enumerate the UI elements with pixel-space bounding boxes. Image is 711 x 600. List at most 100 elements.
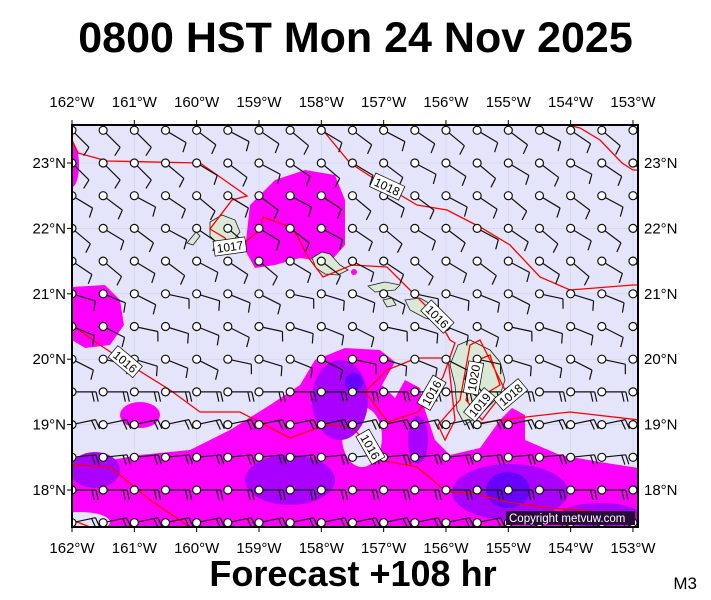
wind-barb: [566, 419, 599, 430]
wind-barb: [223, 354, 253, 375]
lon-tick-label: 156°W: [423, 94, 469, 111]
wind-barb: [410, 321, 439, 344]
wind-barb: [98, 485, 130, 500]
wind-barb: [410, 256, 434, 286]
wind-barb: [441, 125, 465, 155]
lon-tick-label: 157°W: [361, 540, 407, 557]
lon-tick-label: 160°W: [174, 94, 220, 111]
wind-barb: [597, 387, 629, 402]
wind-barb: [316, 452, 349, 465]
wind-barb: [503, 354, 532, 377]
wind-barb: [192, 354, 219, 380]
wind-barb: [347, 517, 381, 527]
wind-barb: [379, 223, 403, 253]
wind-barb: [534, 354, 563, 379]
wind-barb: [347, 223, 373, 252]
wind-barb: [410, 191, 435, 220]
wind-barb: [192, 191, 216, 221]
wind-barb: [223, 158, 248, 187]
wind-barb: [285, 354, 313, 379]
wind-barb: [316, 191, 342, 219]
wind-barb: [566, 452, 599, 465]
wind-barb: [410, 517, 444, 527]
wind-barb: [441, 387, 473, 402]
wind-barb: [534, 419, 568, 430]
wind-barb: [223, 321, 250, 348]
wind-barb: [254, 452, 287, 465]
wind-barb: [285, 485, 317, 500]
wind-barb: [441, 419, 475, 430]
wind-barb: [254, 125, 280, 154]
wind-barb: [160, 387, 193, 402]
wind-barb: [129, 387, 162, 402]
wind-barb: [441, 223, 466, 253]
wind-barb: [316, 387, 349, 402]
wind-barb: [347, 256, 375, 283]
lon-tick-label: 153°W: [610, 540, 656, 557]
map-frame: [71, 124, 639, 528]
wind-barb: [472, 289, 500, 313]
wind-barb: [503, 485, 536, 500]
model-tag: M3: [673, 574, 697, 593]
wind-barb: [316, 223, 344, 250]
wind-barb: [254, 321, 284, 342]
lat-tick-label: 18°N: [32, 482, 66, 499]
wind-barb: [192, 125, 217, 155]
isobar-label: 1017: [216, 238, 245, 256]
wind-barb: [129, 125, 152, 157]
wind-barb: [223, 289, 251, 313]
wind-barb: [254, 256, 278, 286]
wind-barb: [503, 419, 537, 430]
wind-barb: [503, 158, 530, 186]
lat-tick-label: 20°N: [32, 351, 66, 368]
lat-tick-label: 23°N: [32, 155, 66, 172]
wind-barb: [534, 387, 567, 402]
wind-barb: [566, 387, 598, 402]
wind-barb: [192, 452, 225, 465]
wind-barb: [410, 485, 442, 500]
wind-barb: [628, 321, 638, 332]
wind-barb: [192, 256, 219, 283]
isobar-label: 1020: [465, 363, 483, 392]
wind-barb: [316, 256, 342, 285]
copyright-box: [506, 511, 635, 525]
wind-barb: [98, 452, 131, 465]
wind-barb: [316, 125, 343, 153]
wind-barb: [472, 452, 505, 465]
wind-barb: [503, 125, 529, 155]
wind-barb: [223, 517, 257, 527]
wind-barb: [347, 158, 374, 186]
wind-barb: [254, 387, 286, 402]
wind-barb: [254, 354, 283, 377]
wind-barb: [379, 321, 408, 342]
wind-barb: [597, 125, 621, 155]
lat-tick-label: 21°N: [644, 286, 678, 303]
wind-barb: [472, 223, 499, 250]
lat-tick-label: 22°N: [32, 220, 66, 237]
wind-barb: [410, 452, 443, 465]
wind-barb: [285, 125, 310, 155]
wind-barb: [223, 125, 250, 152]
wind-barb: [254, 419, 288, 430]
wind-barb: [347, 191, 372, 221]
lon-tick-label: 155°W: [486, 94, 532, 111]
wind-barb: [566, 321, 594, 346]
lon-tick-label: 162°W: [49, 540, 95, 557]
wind-barb: [566, 158, 593, 185]
wind-barb: [503, 223, 529, 252]
wind-barb: [441, 158, 467, 186]
wind-barb: [129, 256, 156, 284]
wind-barb: [192, 485, 224, 500]
wind-barb: [98, 517, 132, 527]
lon-tick-label: 159°W: [236, 94, 282, 111]
wind-barb: [472, 321, 500, 348]
lat-tick-label: 19°N: [644, 417, 678, 434]
wind-barb: [441, 191, 468, 217]
wind-barb: [628, 289, 638, 299]
wind-barb: [192, 289, 221, 311]
wind-barb: [628, 125, 638, 135]
wind-barb: [160, 289, 190, 309]
wind-barb: [223, 485, 255, 500]
wind-barb: [628, 191, 638, 201]
island-molokai: [367, 281, 401, 293]
